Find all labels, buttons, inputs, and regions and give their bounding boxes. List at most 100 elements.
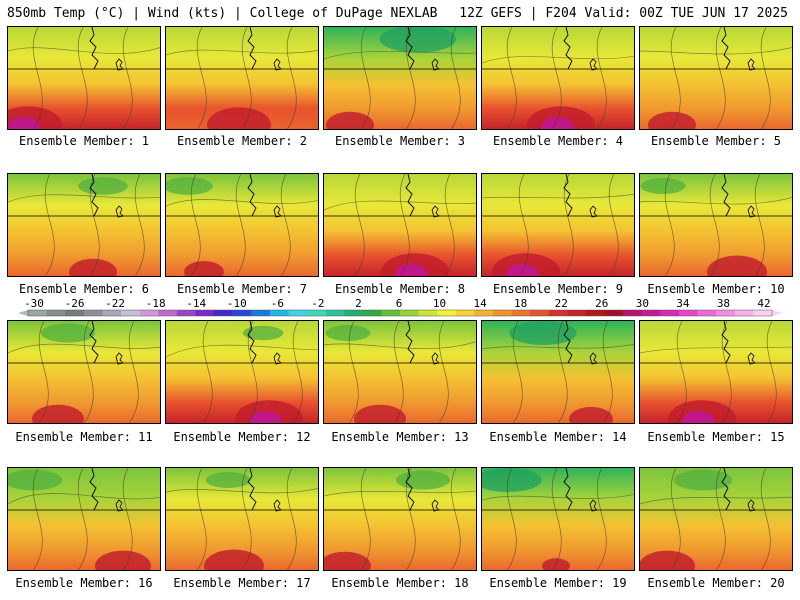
ensemble-map-panel[interactable] bbox=[481, 173, 635, 277]
ensemble-member-label: Ensemble Member: 10 bbox=[647, 282, 785, 296]
ensemble-map-panel[interactable] bbox=[7, 467, 161, 571]
colorbar-swatch bbox=[697, 310, 717, 316]
ensemble-map-panel[interactable] bbox=[7, 173, 161, 277]
colorbar-min-arrow bbox=[18, 310, 28, 316]
colorbar-swatch bbox=[158, 310, 178, 316]
colorbar-tick-label: 2 bbox=[355, 297, 362, 310]
colorbar-swatch bbox=[83, 310, 103, 316]
temperature-map bbox=[166, 174, 318, 276]
temperature-map bbox=[482, 321, 634, 423]
colorbar-tick-label: -10 bbox=[227, 297, 247, 310]
colorbar-tick-label: 22 bbox=[555, 297, 568, 310]
colorbar-swatch bbox=[716, 310, 736, 316]
ensemble-map-panel[interactable] bbox=[639, 467, 793, 571]
temperature-map bbox=[482, 27, 634, 129]
colorbar-swatch bbox=[753, 310, 773, 316]
ensemble-member-label: Ensemble Member: 4 bbox=[492, 134, 624, 148]
colorbar-swatch bbox=[46, 310, 66, 316]
ensemble-member-label: Ensemble Member: 1 bbox=[18, 134, 150, 148]
ensemble-map-panel[interactable] bbox=[639, 320, 793, 424]
ensemble-member-label: Ensemble Member: 12 bbox=[173, 430, 311, 444]
ensemble-member-label: Ensemble Member: 8 bbox=[334, 282, 466, 296]
colorbar-swatch bbox=[362, 310, 382, 316]
ensemble-map-panel[interactable] bbox=[7, 26, 161, 130]
ensemble-member-label: Ensemble Member: 14 bbox=[489, 430, 627, 444]
ensemble-member-label: Ensemble Member: 3 bbox=[334, 134, 466, 148]
temperature-map bbox=[640, 27, 792, 129]
ensemble-map-panel[interactable] bbox=[165, 173, 319, 277]
colorbar-swatch bbox=[251, 310, 271, 316]
ensemble-map-panel[interactable] bbox=[639, 26, 793, 130]
colorbar-swatch bbox=[455, 310, 475, 316]
ensemble-member-label: Ensemble Member: 2 bbox=[176, 134, 308, 148]
ensemble-map-panel[interactable] bbox=[165, 26, 319, 130]
colorbar-tick-label: -6 bbox=[271, 297, 284, 310]
colorbar-swatch bbox=[195, 310, 215, 316]
ensemble-map-panel[interactable] bbox=[481, 26, 635, 130]
colorbar-swatch bbox=[641, 310, 661, 316]
ensemble-map-panel[interactable] bbox=[165, 467, 319, 571]
colorbar-swatch bbox=[307, 310, 326, 316]
ensemble-member-label: Ensemble Member: 18 bbox=[331, 576, 469, 590]
colorbar-swatch bbox=[437, 310, 457, 316]
ensemble-member-label: Ensemble Member: 19 bbox=[489, 576, 627, 590]
colorbar-swatch bbox=[586, 310, 605, 316]
ensemble-map-panel[interactable] bbox=[323, 173, 477, 277]
temperature-map bbox=[324, 27, 476, 129]
colorbar-swatch bbox=[493, 310, 512, 316]
ensemble-map-panel[interactable] bbox=[481, 467, 635, 571]
temperature-map bbox=[8, 174, 160, 276]
ensemble-member-label: Ensemble Member: 9 bbox=[492, 282, 624, 296]
colorbar-tick-label: 38 bbox=[717, 297, 730, 310]
ensemble-member-label: Ensemble Member: 17 bbox=[173, 576, 311, 590]
ensemble-map-panel[interactable] bbox=[323, 320, 477, 424]
map-run-info: 12Z GEFS | F204 Valid: 00Z TUE JUN 17 20… bbox=[459, 6, 788, 21]
ensemble-map-panel[interactable] bbox=[7, 320, 161, 424]
colorbar-swatch bbox=[176, 310, 196, 316]
colorbar-swatch bbox=[418, 310, 438, 316]
colorbar-tick-label: -2 bbox=[311, 297, 324, 310]
colorbar-tick-label: -26 bbox=[65, 297, 85, 310]
temperature-map bbox=[324, 174, 476, 276]
colorbar-swatch bbox=[511, 310, 531, 316]
colorbar-tick-label: 18 bbox=[514, 297, 527, 310]
ensemble-map-panel[interactable] bbox=[323, 26, 477, 130]
map-title: 850mb Temp (°C) | Wind (kts) | College o… bbox=[7, 6, 438, 21]
colorbar-swatch bbox=[530, 310, 550, 316]
colorbar-swatch bbox=[734, 310, 754, 316]
ensemble-map-panel[interactable] bbox=[639, 173, 793, 277]
ensemble-member-label: Ensemble Member: 11 bbox=[15, 430, 153, 444]
ensemble-member-label: Ensemble Member: 13 bbox=[331, 430, 469, 444]
colorbar-swatch bbox=[660, 310, 680, 316]
colorbar-tick-label: -18 bbox=[146, 297, 166, 310]
colorbar-swatch bbox=[623, 310, 643, 316]
colorbar-tick-label: 6 bbox=[396, 297, 403, 310]
colorbar-swatch bbox=[269, 310, 289, 316]
temperature-map bbox=[8, 321, 160, 423]
colorbar-tick-label: -22 bbox=[105, 297, 125, 310]
colorbar-max-arrow bbox=[772, 310, 782, 316]
ensemble-member-label: Ensemble Member: 15 bbox=[647, 430, 785, 444]
temperature-map bbox=[166, 321, 318, 423]
colorbar-swatch bbox=[121, 310, 140, 316]
colorbar-tick-label: 14 bbox=[473, 297, 487, 310]
colorbar-swatch bbox=[548, 310, 568, 316]
colorbar-tick-label: 10 bbox=[433, 297, 446, 310]
temperature-colorbar: -30 -26 -22 -18 -14 -10 -6 -2 2 6 10 14 18 22 26 30 34 38… bbox=[18, 297, 782, 317]
colorbar-swatch bbox=[139, 310, 159, 316]
colorbar-swatch bbox=[567, 310, 587, 316]
temperature-map bbox=[640, 174, 792, 276]
temperature-map bbox=[640, 321, 792, 423]
temperature-map bbox=[166, 468, 318, 570]
temperature-map bbox=[8, 468, 160, 570]
colorbar-swatch bbox=[232, 310, 252, 316]
temperature-map bbox=[482, 468, 634, 570]
ensemble-member-label: Ensemble Member: 6 bbox=[18, 282, 150, 296]
colorbar-swatch bbox=[381, 310, 401, 316]
ensemble-map-panel[interactable] bbox=[323, 467, 477, 571]
ensemble-member-label: Ensemble Member: 16 bbox=[15, 576, 153, 590]
ensemble-map-panel[interactable] bbox=[165, 320, 319, 424]
temperature-map bbox=[8, 27, 160, 129]
ensemble-map-panel[interactable] bbox=[481, 320, 635, 424]
colorbar-swatch bbox=[65, 310, 85, 316]
